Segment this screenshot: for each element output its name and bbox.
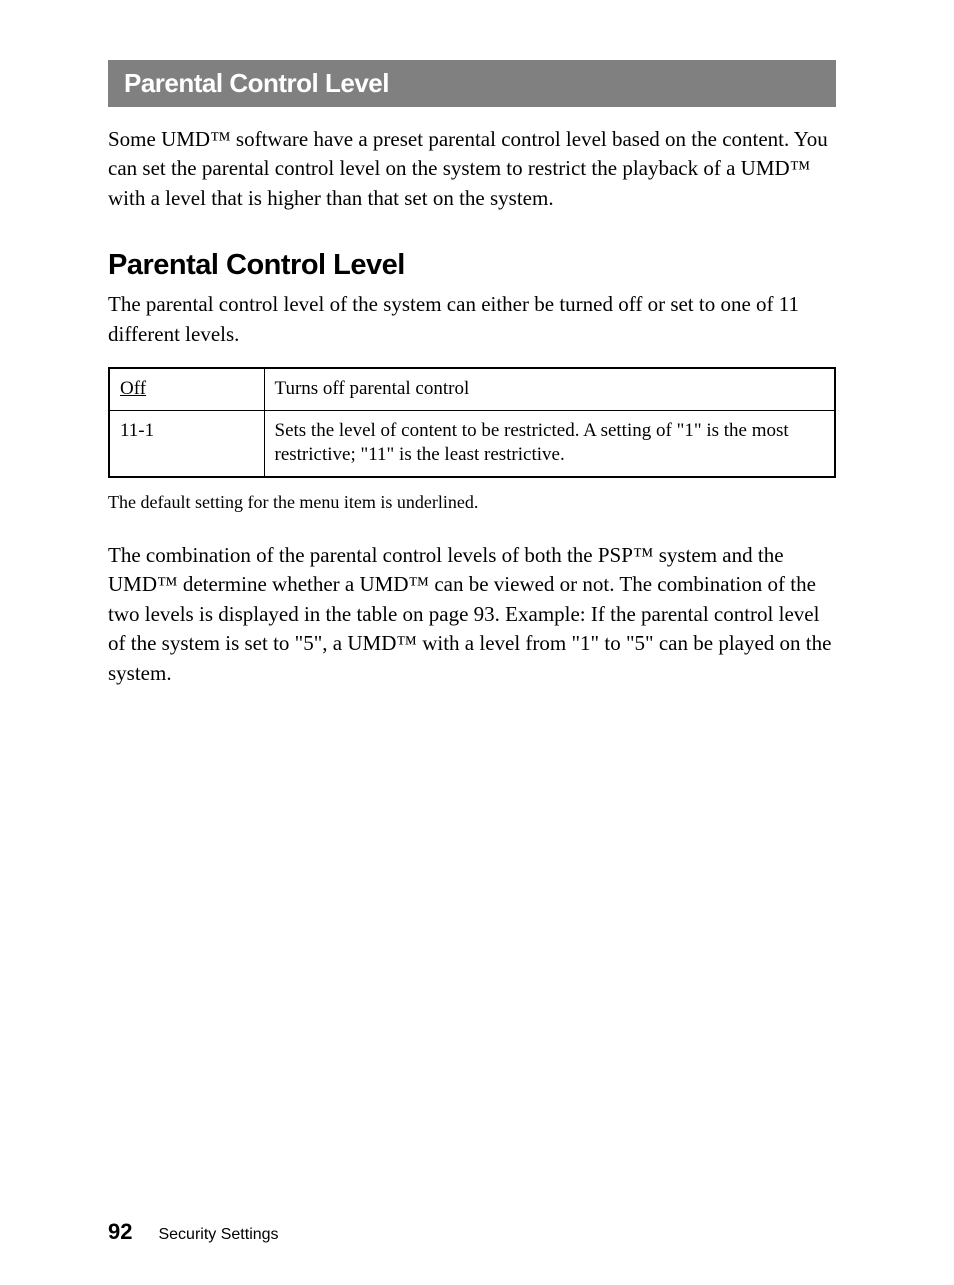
page-header-bar: Parental Control Level [108, 60, 836, 107]
levels-table: Off Turns off parental control 11-1 Sets… [108, 367, 836, 478]
footer-section-label: Security Settings [158, 1226, 278, 1244]
table-note: The default setting for the menu item is… [108, 492, 836, 513]
table-row: 11-1 Sets the level of content to be res… [109, 410, 835, 477]
table-cell-key: 11-1 [109, 410, 264, 477]
body-paragraph: The combination of the parental control … [108, 541, 836, 688]
page-number: 92 [108, 1219, 132, 1245]
table-row: Off Turns off parental control [109, 368, 835, 410]
section-heading: Parental Control Level [108, 249, 836, 282]
table-cell-key: Off [109, 368, 264, 410]
page-footer: 92 Security Settings [108, 1219, 279, 1245]
intro-paragraph: Some UMD™ software have a preset parenta… [108, 125, 836, 213]
table-key-text: Off [120, 378, 146, 399]
table-cell-value: Sets the level of content to be restrict… [264, 410, 835, 477]
table-cell-value: Turns off parental control [264, 368, 835, 410]
section-description: The parental control level of the system… [108, 290, 836, 349]
